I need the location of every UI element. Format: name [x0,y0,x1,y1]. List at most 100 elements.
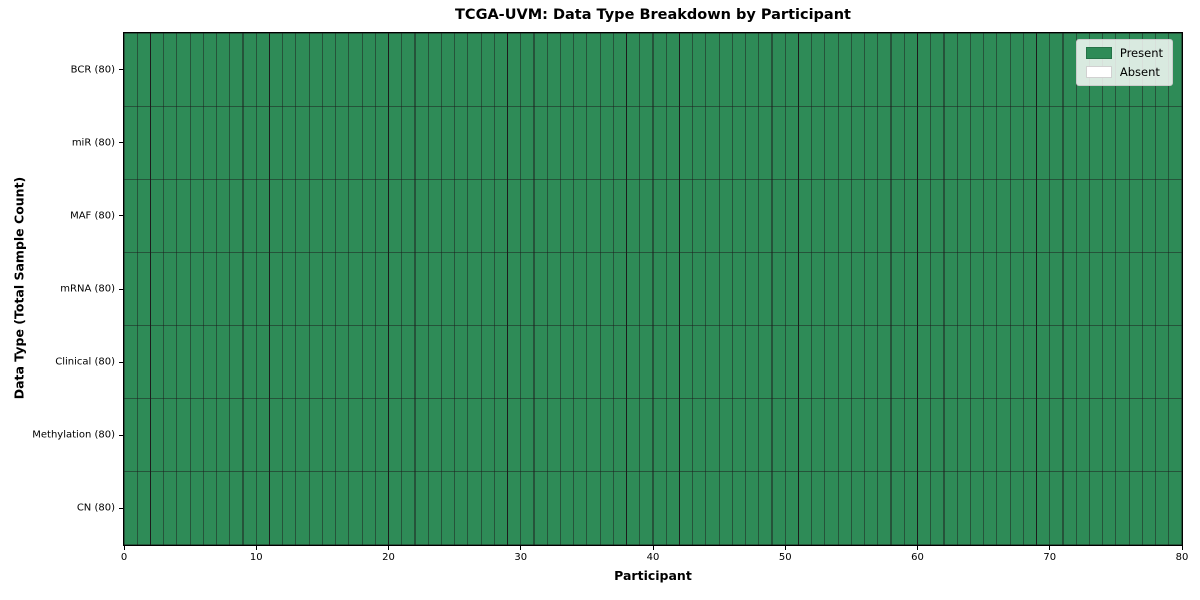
heatmap-cell [507,398,522,473]
heatmap-cell [493,471,508,545]
heatmap-cell [1089,178,1103,253]
heatmap-cell [203,33,217,107]
heatmap-cell [480,178,495,253]
heatmap-cell [176,471,191,545]
heatmap-cell [322,325,336,400]
heatmap-cell [1089,471,1103,545]
heatmap-cell [679,252,693,326]
heatmap-cell [613,252,627,326]
heatmap-cell [705,178,720,253]
heatmap-cell [1115,398,1130,473]
heatmap-cell [308,33,323,107]
heatmap-cell [1009,471,1024,545]
heatmap-cell [388,398,403,473]
heatmap-cell [480,105,495,180]
heatmap-cell [1115,325,1130,400]
heatmap-cell [1128,105,1143,180]
heatmap-cell [255,178,270,253]
heatmap-cell [1036,105,1051,180]
heatmap-cell [295,105,310,180]
heatmap-cell [163,471,178,545]
heatmap-cell [441,178,455,253]
heatmap-cell [335,471,350,545]
heatmap-cell [1062,398,1077,473]
heatmap-cell [877,471,892,545]
heatmap-cell [441,33,455,107]
y-tick-label: Methylation (80) [32,429,115,441]
heatmap-cell [467,105,482,180]
heatmap-cell [943,252,958,326]
heatmap-cell [1049,178,1064,253]
heatmap-cell [348,178,363,253]
heatmap-cell [652,33,667,107]
heatmap-cell [996,33,1011,107]
heatmap-cell [930,105,945,180]
heatmap-cell [176,398,191,473]
legend-entry-absent: Absent [1085,65,1163,79]
heatmap-cell [956,178,971,253]
heatmap-cell [824,33,839,107]
heatmap-cell [851,325,865,400]
heatmap-cell [533,105,548,180]
heatmap-cell [546,398,561,473]
heatmap-cell [613,178,627,253]
heatmap-cell [824,105,839,180]
heatmap-cell [322,178,336,253]
x-tick-label: 30 [514,552,528,563]
heatmap-cell [295,471,310,545]
heatmap-cell [917,398,932,473]
heatmap-cell [824,178,839,253]
heatmap-cell [374,33,389,107]
y-tick-mark [119,142,123,144]
heatmap-cell [573,325,588,400]
heatmap-cell [282,398,297,473]
heatmap-cell [956,325,971,400]
heatmap-cell [520,33,535,107]
heatmap-cell [745,105,760,180]
heatmap-cell [348,325,363,400]
heatmap-cell [493,325,508,400]
heatmap-cell [599,178,614,253]
heatmap-cell [1089,252,1103,326]
heatmap-cell [441,398,455,473]
heatmap-cell [1022,33,1037,107]
heatmap-cell [493,105,508,180]
heatmap-cell [943,33,958,107]
heatmap-cell [771,105,786,180]
heatmap-cell [124,178,138,253]
heatmap-cell [970,105,984,180]
heatmap-cell [718,471,733,545]
heatmap-cell [361,178,376,253]
heatmap-cell [507,325,522,400]
heatmap-cell [467,471,482,545]
heatmap-cell [427,252,442,326]
heatmap-cell [533,471,548,545]
heatmap-cell [837,398,852,473]
heatmap-cell [626,252,641,326]
heatmap-cell [348,33,363,107]
heatmap-cell [864,471,879,545]
heatmap-cell [798,33,812,107]
heatmap-cell [427,33,442,107]
heatmap-cell [1142,252,1156,326]
heatmap-cell [1102,398,1117,473]
x-tick-label: 10 [249,552,263,563]
heatmap-cell [1155,252,1170,326]
x-tick-mark [1181,546,1183,550]
heatmap-cell [864,178,879,253]
heatmap-cell [1075,325,1090,400]
heatmap-cell [493,178,508,253]
heatmap-cell [798,105,812,180]
heatmap-cell [930,33,945,107]
heatmap-cell [388,105,403,180]
heatmap-cell [864,33,879,107]
heatmap-cell [374,105,389,180]
x-tick-label: 80 [1175,552,1189,563]
heatmap-cell [189,33,204,107]
heatmap-cell [1128,325,1143,400]
x-tick-mark [1049,546,1051,550]
heatmap-cell [308,325,323,400]
y-tick-label: mRNA (80) [60,283,115,295]
heatmap-cell [970,252,984,326]
y-tick-mark [119,69,123,71]
